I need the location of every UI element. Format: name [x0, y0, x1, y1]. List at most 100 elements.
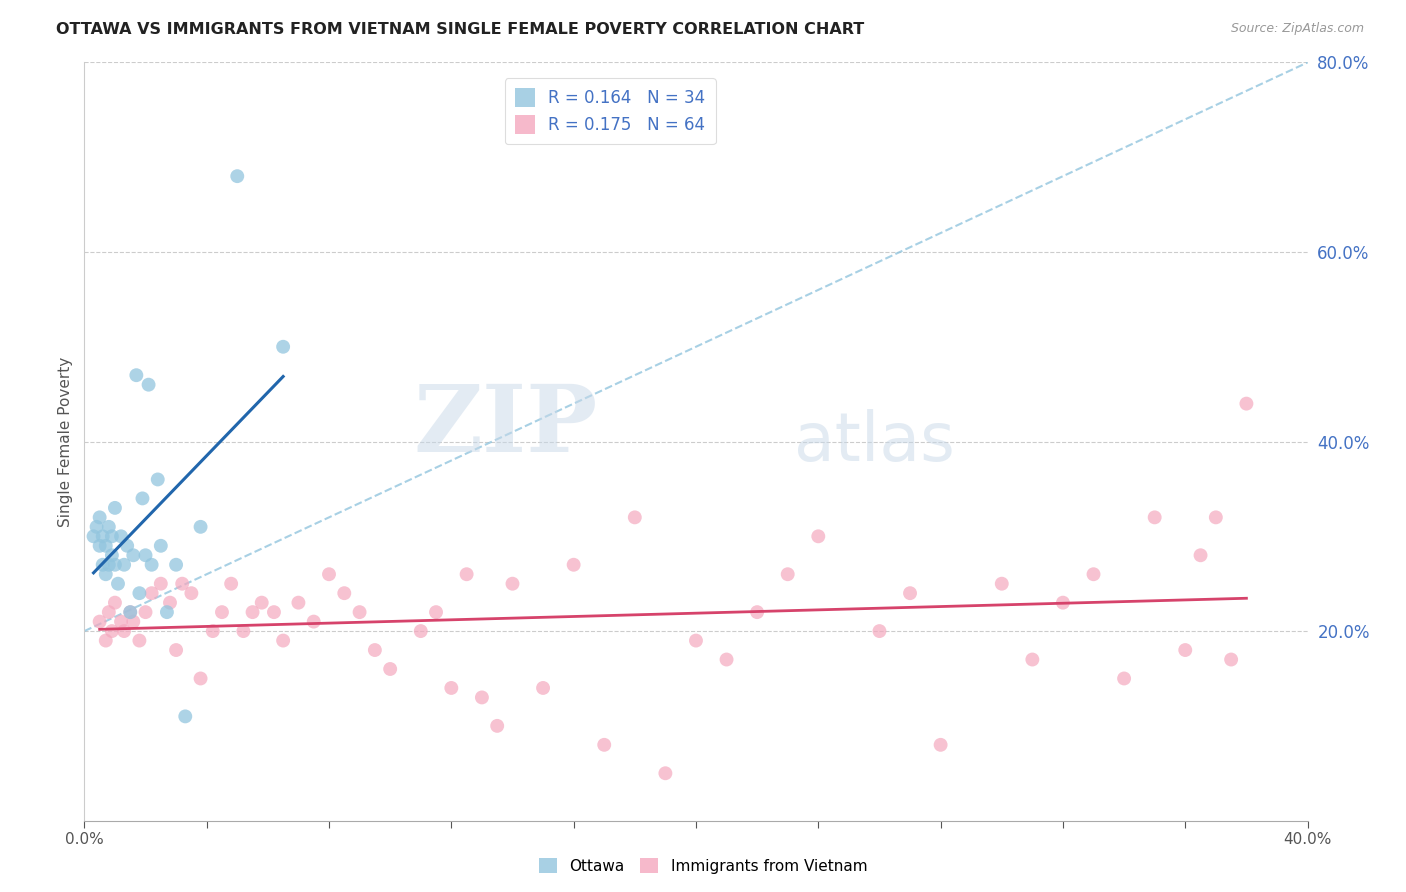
Point	[101, 529, 124, 543]
Point	[159, 596, 181, 610]
Point	[83, 529, 105, 543]
Point	[94, 567, 117, 582]
Point	[747, 605, 769, 619]
Point	[97, 605, 120, 619]
Point	[425, 605, 447, 619]
Point	[219, 576, 242, 591]
Point	[94, 633, 117, 648]
Point	[115, 539, 138, 553]
Point	[201, 624, 224, 639]
Point	[104, 596, 127, 610]
Point	[112, 624, 135, 639]
Point	[991, 576, 1014, 591]
Point	[122, 548, 145, 563]
Point	[165, 558, 187, 572]
Point	[190, 672, 212, 686]
Point	[716, 652, 738, 666]
Point	[104, 558, 127, 572]
Point	[135, 605, 157, 619]
Point	[271, 633, 294, 648]
Point	[333, 586, 356, 600]
Point	[89, 539, 111, 553]
Point	[1174, 643, 1197, 657]
Point	[172, 576, 194, 591]
Point	[190, 520, 212, 534]
Text: Source: ZipAtlas.com: Source: ZipAtlas.com	[1230, 22, 1364, 36]
Point	[128, 633, 150, 648]
Point	[898, 586, 921, 600]
Point	[131, 491, 153, 506]
Text: ZIP: ZIP	[413, 382, 598, 471]
Point	[364, 643, 387, 657]
Point	[91, 529, 114, 543]
Point	[271, 340, 294, 354]
Point	[486, 719, 509, 733]
Point	[128, 586, 150, 600]
Point	[89, 615, 111, 629]
Point	[110, 529, 132, 543]
Point	[97, 558, 120, 572]
Point	[654, 766, 676, 780]
Legend: R = 0.164   N = 34, R = 0.175   N = 64: R = 0.164 N = 34, R = 0.175 N = 64	[505, 78, 716, 144]
Point	[302, 615, 325, 629]
Point	[349, 605, 371, 619]
Point	[242, 605, 264, 619]
Point	[101, 624, 124, 639]
Point	[1114, 672, 1136, 686]
Point	[120, 605, 142, 619]
Point	[562, 558, 585, 572]
Point	[156, 605, 179, 619]
Point	[531, 681, 554, 695]
Point	[97, 520, 120, 534]
Point	[685, 633, 707, 648]
Point	[165, 643, 187, 657]
Point	[869, 624, 891, 639]
Point	[89, 510, 111, 524]
Point	[125, 368, 148, 383]
Point	[180, 586, 202, 600]
Point	[1021, 652, 1043, 666]
Point	[232, 624, 254, 639]
Point	[624, 510, 647, 524]
Point	[471, 690, 494, 705]
Point	[1143, 510, 1166, 524]
Text: OTTAWA VS IMMIGRANTS FROM VIETNAM SINGLE FEMALE POVERTY CORRELATION CHART: OTTAWA VS IMMIGRANTS FROM VIETNAM SINGLE…	[56, 22, 865, 37]
Point	[112, 558, 135, 572]
Point	[107, 576, 129, 591]
Point	[287, 596, 309, 610]
Point	[807, 529, 830, 543]
Point	[149, 539, 172, 553]
Point	[174, 709, 197, 723]
Point	[318, 567, 340, 582]
Point	[929, 738, 952, 752]
Point	[1189, 548, 1212, 563]
Point	[86, 520, 108, 534]
Point	[1083, 567, 1105, 582]
Point	[101, 548, 124, 563]
Point	[1220, 652, 1243, 666]
Point	[1052, 596, 1074, 610]
Point	[149, 576, 172, 591]
Point	[120, 605, 142, 619]
Point	[141, 586, 163, 600]
Point	[211, 605, 233, 619]
Point	[250, 596, 273, 610]
Point	[122, 615, 145, 629]
Point	[94, 539, 117, 553]
Point	[380, 662, 402, 676]
Point	[226, 169, 249, 184]
Point	[135, 548, 157, 563]
Legend: Ottawa, Immigrants from Vietnam: Ottawa, Immigrants from Vietnam	[533, 852, 873, 880]
Text: atlas: atlas	[794, 409, 955, 475]
Point	[104, 500, 127, 515]
Point	[138, 377, 160, 392]
Point	[456, 567, 478, 582]
Point	[91, 558, 114, 572]
Y-axis label: Single Female Poverty: Single Female Poverty	[58, 357, 73, 526]
Point	[593, 738, 616, 752]
Point	[263, 605, 285, 619]
Point	[409, 624, 432, 639]
Point	[440, 681, 463, 695]
Point	[776, 567, 799, 582]
Point	[110, 615, 132, 629]
